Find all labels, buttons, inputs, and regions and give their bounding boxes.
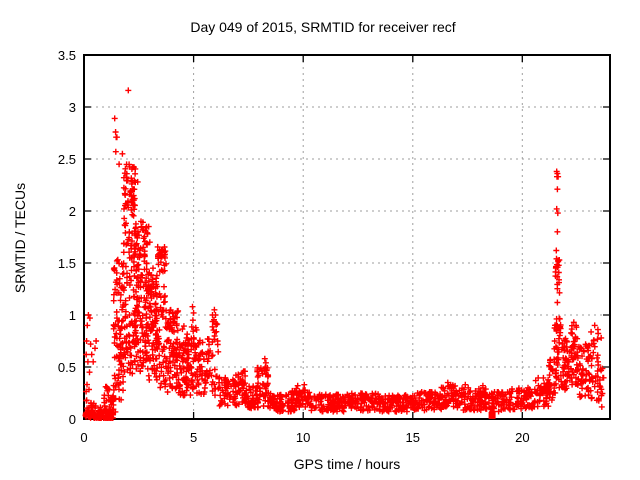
x-tick-5: 5 (189, 430, 198, 445)
y-axis-label: SRMTID / TECUs (12, 182, 28, 294)
x-tick-10: 10 (295, 430, 311, 445)
y-tick-0.5: 0.5 (57, 360, 76, 375)
y-tick-2.5: 2.5 (57, 152, 76, 167)
plot-border (83, 54, 611, 420)
y-tick-3: 3 (68, 100, 76, 115)
x-axis-label: GPS time / hours (293, 456, 401, 472)
y-tick-1: 1 (68, 308, 76, 323)
gridlines (84, 55, 610, 419)
y-tick-0: 0 (68, 412, 76, 427)
y-tick-3.5: 3.5 (57, 48, 76, 63)
y-tick-2: 2 (68, 204, 76, 219)
x-tick-0: 0 (80, 430, 88, 445)
x-tick-20: 20 (515, 430, 530, 445)
scatter-plus-markers (82, 87, 607, 421)
y-tick-1.5: 1.5 (57, 256, 76, 271)
x-tick-15: 15 (405, 430, 420, 445)
chart-title: Day 049 of 2015, SRMTID for receiver rec… (190, 19, 456, 35)
square-marker (488, 411, 496, 419)
